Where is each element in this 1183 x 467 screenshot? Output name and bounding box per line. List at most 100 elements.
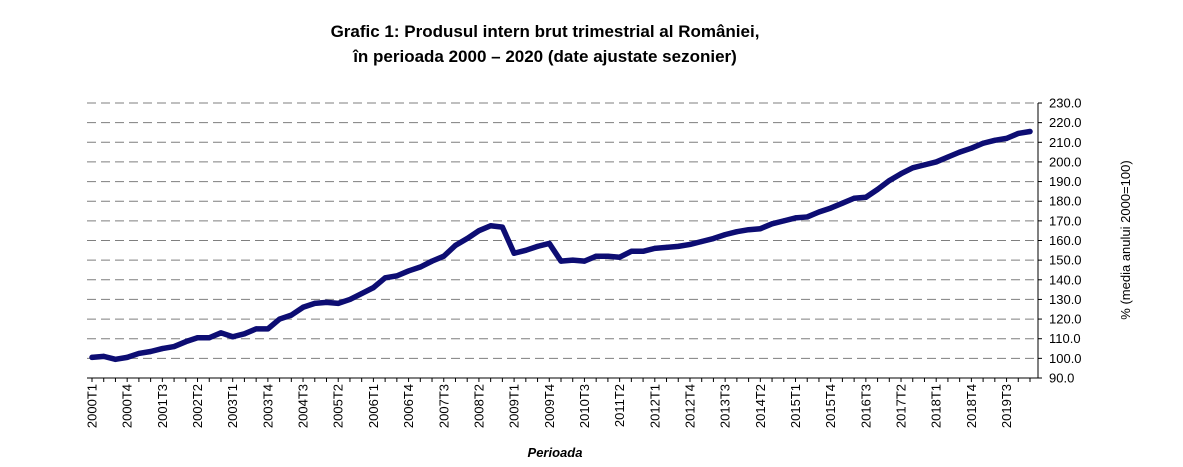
data-point [159,345,165,352]
data-point [851,195,857,201]
data-point [534,243,541,249]
y-tick-label: 110.0 [1049,331,1081,346]
data-point [124,354,130,360]
data-point [452,242,459,249]
data-point [335,300,341,306]
data-point [828,205,834,211]
y-tick-label: 120.0 [1049,312,1082,327]
data-point [194,335,201,341]
y-axis-label: % (media anului 2000=100) [1118,160,1133,319]
y-tick-label: 140.0 [1049,272,1082,287]
data-point [605,253,611,259]
data-point [218,330,224,336]
data-point [183,339,189,345]
data-point [394,273,400,279]
data-point [886,177,892,184]
y-tick-label: 90.0 [1049,371,1074,386]
data-point [265,326,271,332]
data-point [112,356,119,362]
x-tick-label: 2001T3 [155,384,170,428]
data-point [945,154,951,160]
data-point [464,235,470,242]
x-tick-label: 2007T3 [436,384,451,428]
x-tick-label: 2019T3 [999,384,1014,428]
data-point [347,296,353,303]
y-tick-label: 210.0 [1049,135,1082,150]
data-point [546,240,552,247]
x-tick-label: 2018T4 [964,384,979,428]
x-tick-label: 2003T1 [225,384,240,428]
y-tick-label: 220.0 [1049,115,1082,130]
gdp-series-points [89,128,1033,362]
data-point [359,290,365,297]
data-point [89,354,95,360]
data-point [757,226,763,232]
data-point [581,258,588,264]
data-point [382,275,388,281]
data-point [628,248,634,254]
data-point [769,221,775,227]
data-point [499,224,505,230]
data-point [710,235,717,242]
x-tick-label: 2013T3 [718,384,733,428]
x-tick-label: 2012T4 [682,384,697,428]
data-point [617,254,623,260]
data-point [253,326,259,332]
data-point [663,244,670,250]
y-tick-label: 230.0 [1049,96,1082,111]
data-point [746,227,752,233]
x-tick-label: 2002T2 [190,384,205,428]
data-point [980,140,986,146]
x-tick-label: 2010T3 [577,384,592,428]
x-tick-label: 2017T2 [894,384,909,428]
data-point [804,214,810,220]
x-tick-label: 2000T4 [120,384,135,428]
data-point [171,343,177,350]
data-point [429,258,435,264]
data-point [277,316,283,322]
data-point [148,348,154,355]
data-point [816,209,822,215]
x-tick-label: 2006T4 [401,384,416,428]
y-axis-tick-labels: 90.0 100.0 110.0 120.0 130.0 140.0 150.0 160.0 1… [1038,96,1082,386]
gdp-series-line [89,128,1033,363]
data-point [370,285,376,291]
data-point [441,253,447,259]
x-tick-label: 2011T2 [612,384,627,427]
data-point [101,353,107,359]
data-point [1027,128,1033,135]
x-tick-label: 2004T3 [296,384,311,428]
y-tick-label: 150.0 [1049,253,1082,268]
x-tick-label: 2009T1 [507,384,522,428]
data-point [206,335,212,341]
data-point [792,215,799,221]
data-point [675,243,681,249]
x-tick-label: 2015T4 [823,384,838,428]
x-tick-label: 2003T4 [260,384,275,428]
y-tick-label: 170.0 [1049,213,1082,228]
data-point [722,232,728,238]
y-tick-label: 200.0 [1049,154,1082,169]
x-tick-label: 2016T3 [858,384,873,428]
y-tick-label: 160.0 [1049,233,1082,248]
data-point [699,238,705,245]
data-point [687,241,693,248]
data-point [593,253,599,259]
y-tick-label: 100.0 [1049,351,1082,366]
x-tick-label: 2012T1 [647,384,662,428]
data-point [1003,135,1010,141]
x-axis-tick-labels: 2000T1 2000T4 2001T3 2002T2 2003T1 2003T4 2004… [85,378,1031,428]
data-point [910,165,916,171]
y-tick-label: 190.0 [1049,174,1082,189]
y-tick-label: 180.0 [1049,194,1082,209]
data-point [1015,130,1021,137]
x-tick-label: 2008T2 [471,384,486,428]
y-tick-label: 130.0 [1049,292,1082,307]
data-point [863,194,869,200]
data-point [511,250,517,256]
data-point [405,268,412,274]
x-tick-label: 2006T1 [366,384,381,428]
chart-title-line1: Grafic 1: Produsul intern brut trimestri… [331,22,760,41]
data-point [992,137,998,143]
